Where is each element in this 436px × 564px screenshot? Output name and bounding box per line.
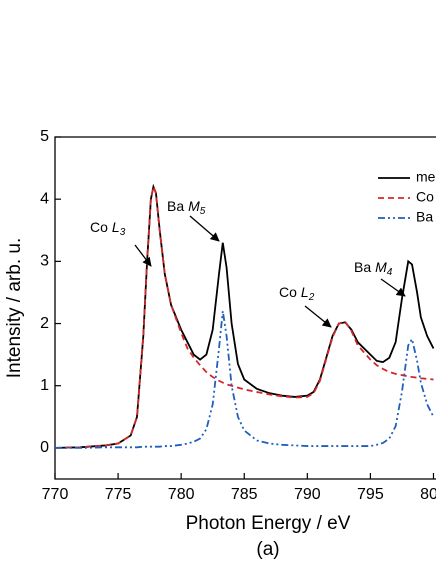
annotation-text: Ba [167, 198, 184, 214]
annotation: Co L2 [279, 284, 315, 303]
y-axis-label: Intensity / arb. u. [4, 238, 25, 378]
axes-frame [54, 136, 436, 480]
annotation-arrow [189, 215, 220, 242]
legend-label: Co [416, 189, 434, 205]
y-tick-label: 0 [40, 439, 49, 456]
annotation-text: Ba [354, 259, 371, 275]
y-tick-label: 4 [40, 190, 49, 207]
annotation: Co L3 [90, 219, 126, 238]
series-line [54, 183, 434, 449]
x-tick-label: 785 [231, 486, 258, 503]
x-axis-label: Photon Energy / eV [186, 513, 351, 534]
x-tick-label: 795 [357, 486, 384, 503]
annotation: Ba M4 [354, 259, 393, 278]
legend-label: me [416, 169, 436, 185]
annotation-sub: 2 [308, 292, 315, 303]
y-tick-label: 1 [40, 377, 49, 394]
x-tick-label: 790 [294, 486, 321, 503]
legend-label: Ba [416, 209, 433, 225]
x-tick-label: 780 [168, 486, 195, 503]
x-tick-label: 800 [420, 486, 436, 503]
caption: (a) [256, 539, 279, 560]
annotation-sub: 3 [120, 227, 126, 238]
annotation-text: Co [90, 219, 108, 235]
series-line [55, 310, 435, 449]
y-tick-label: 5 [40, 128, 49, 145]
x-tick-label: 770 [42, 486, 69, 503]
x-tick-label: 775 [105, 486, 132, 503]
annotation-symbol: L [112, 219, 120, 235]
annotation-symbol: L [301, 284, 309, 300]
annotation-symbol: M [375, 259, 387, 275]
annotation-text: Co [279, 284, 297, 300]
y-tick-label: 2 [40, 315, 49, 332]
annotation-sub: 5 [200, 206, 206, 217]
annotation: Ba M5 [167, 198, 206, 217]
annotation-arrow [380, 278, 406, 297]
annotation-sub: 4 [387, 267, 393, 278]
annotation-symbol: M [188, 198, 200, 214]
y-tick-label: 3 [40, 253, 49, 270]
annotation-arrow [304, 305, 332, 328]
annotation-arrow [134, 244, 152, 267]
